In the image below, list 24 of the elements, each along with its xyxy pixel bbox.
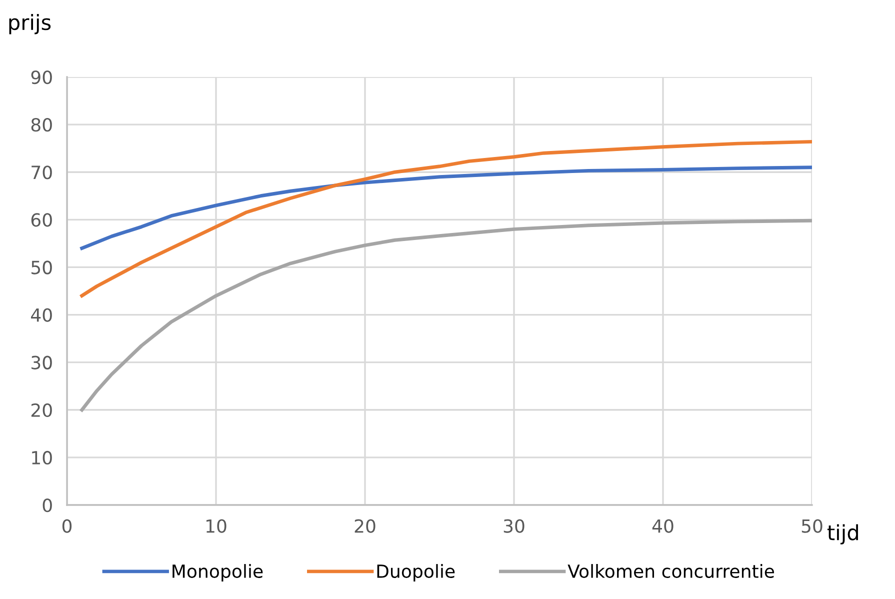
- x-axis-title: tijd: [827, 524, 858, 544]
- legend-label: Duopolie: [377, 564, 455, 582]
- y-tick-label: 10: [32, 450, 52, 465]
- y-tick-label: 30: [32, 356, 52, 370]
- x-tick-label: 50: [802, 519, 822, 533]
- y-tick-label: 90: [31, 70, 52, 84]
- x-tick-label: 10: [206, 519, 226, 533]
- y-axis-title: prijs: [9, 14, 51, 34]
- legend-label: Volkomen concurrentie: [568, 564, 774, 578]
- y-tick-label: 0: [42, 498, 52, 512]
- y-tick-label: 80: [31, 118, 52, 132]
- line-series: [80, 140, 812, 298]
- line-series: [80, 218, 812, 412]
- y-tick-label: 50: [32, 260, 52, 274]
- x-tick-label: 40: [652, 519, 674, 533]
- x-tick-label: 20: [354, 519, 376, 533]
- y-tick-label: 40: [31, 308, 52, 322]
- x-tick-label: 30: [504, 519, 524, 533]
- legend-label: Monopolie: [172, 564, 263, 582]
- y-tick-label: 60: [31, 213, 52, 227]
- x-tick-label: 0: [62, 519, 72, 533]
- y-tick-label: 70: [32, 166, 52, 180]
- y-tick-label: 20: [31, 403, 52, 418]
- line-series: [80, 166, 812, 250]
